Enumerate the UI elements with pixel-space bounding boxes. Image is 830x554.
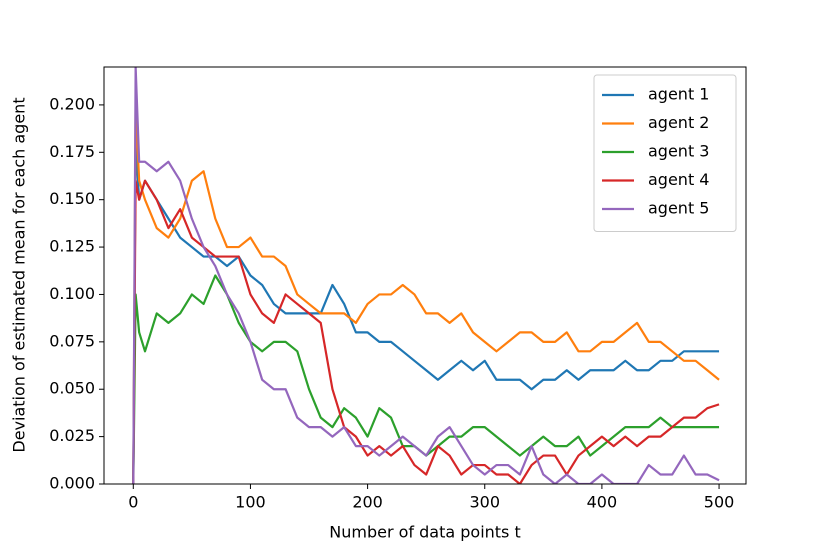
legend-label: agent 1 [648, 85, 709, 104]
y-tick-label: 0.100 [49, 284, 95, 303]
legend-label: agent 3 [648, 142, 709, 161]
y-tick-label: 0.175 [49, 142, 95, 161]
x-tick-label: 0 [128, 493, 138, 512]
legend-label: agent 4 [648, 170, 709, 189]
x-axis-label: Number of data points t [329, 523, 521, 542]
x-tick-label: 200 [352, 493, 383, 512]
legend-box [593, 74, 737, 232]
series-line [132, 103, 720, 484]
y-tick-label: 0.200 [49, 94, 95, 113]
y-axis-label: Deviation of estimated mean for each age… [10, 97, 29, 452]
y-tick-label: 0.075 [49, 331, 95, 350]
x-tick-label: 400 [587, 493, 618, 512]
y-tick-label: 0.000 [49, 474, 95, 493]
legend-label: agent 2 [648, 113, 709, 132]
series-line [132, 141, 720, 484]
y-tick-label: 0.150 [49, 189, 95, 208]
x-tick-label: 500 [704, 493, 735, 512]
series-line [132, 67, 720, 484]
legend-label: agent 5 [648, 199, 709, 218]
plot-lines [132, 67, 720, 484]
legend: agent 1 agent 2 agent 3 agent 4 agent 5 [593, 74, 737, 232]
x-tick-label: 100 [235, 493, 266, 512]
y-tick-label: 0.025 [49, 426, 95, 445]
plot-frame [103, 66, 747, 485]
series-line [132, 179, 720, 484]
series-line [132, 274, 720, 484]
y-tick-label: 0.050 [49, 379, 95, 398]
x-tick-label: 300 [469, 493, 500, 512]
y-tick-label: 0.125 [49, 237, 95, 256]
